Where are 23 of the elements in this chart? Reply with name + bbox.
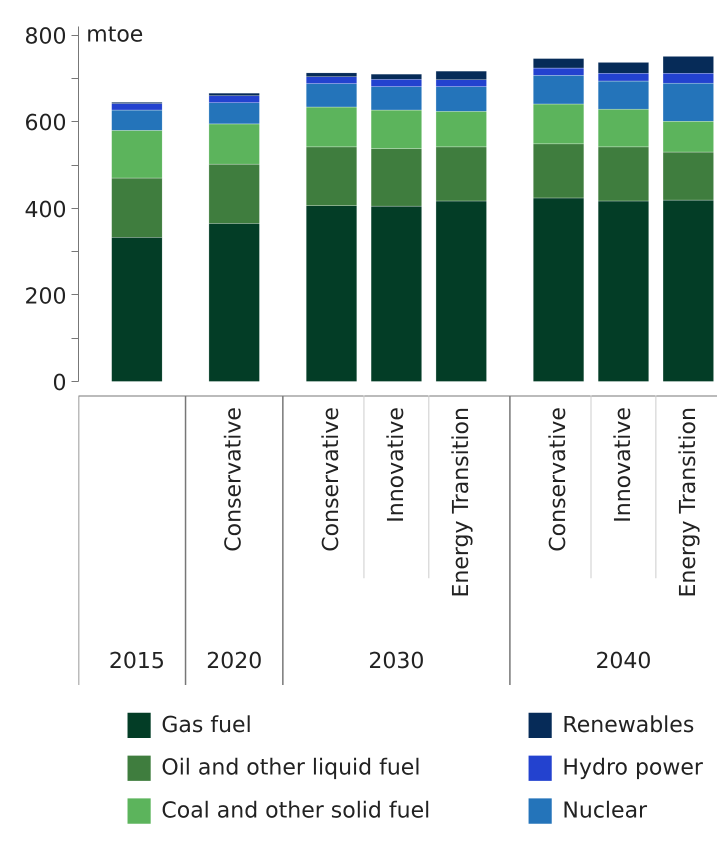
category-label: 2015: [108, 648, 165, 674]
legend-label: Nuclear: [562, 798, 648, 824]
y-axis-title: mtoe: [86, 22, 144, 48]
legend-label: Oil and other liquid fuel: [161, 756, 420, 781]
category-label: Innovative: [384, 407, 409, 523]
y-tick-label: 600: [24, 111, 67, 136]
y-tick-label: 400: [24, 198, 67, 223]
legend-label: Hydro power: [562, 756, 704, 781]
legend-label: Gas fuel: [161, 712, 252, 738]
category-label: Energy Transition: [676, 407, 701, 598]
category-label: Conservative: [319, 407, 344, 552]
y-tick-label: 0: [52, 371, 67, 396]
category-label: Conservative: [222, 407, 247, 552]
y-tick-label: 800: [24, 24, 67, 50]
category-label: 2020: [206, 648, 262, 674]
category-label: 2040: [595, 648, 652, 674]
legend-label: Renewables: [562, 712, 694, 738]
category-label: Innovative: [610, 407, 636, 523]
y-tick-label: 200: [24, 284, 67, 310]
category-label: Conservative: [546, 407, 572, 552]
category-label: 2030: [368, 648, 424, 674]
legend-label: Coal and other solid fuel: [161, 798, 430, 824]
category-label: Energy Transition: [448, 407, 474, 598]
